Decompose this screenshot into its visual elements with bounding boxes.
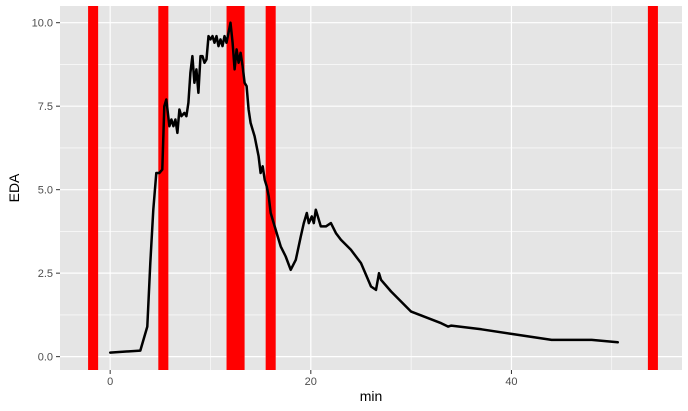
eda-series-line [108, 21, 620, 354]
x-axis-ticks: 0 20 40 [107, 370, 518, 388]
event-band-2 [158, 6, 169, 370]
y-axis-ticks: 0.0 2.5 5.0 7.5 10.0 [32, 18, 60, 364]
y-axis-title: EDA [6, 173, 22, 202]
y-tick-label: 2.5 [38, 268, 53, 280]
y-tick-label: 10.0 [32, 18, 53, 30]
x-tick-label: 40 [505, 376, 517, 388]
y-tick-label: 7.5 [38, 101, 53, 113]
y-tick-label: 0.0 [38, 352, 53, 364]
plot-panel [60, 6, 682, 370]
x-axis-title: min [360, 388, 383, 404]
event-band-4 [265, 6, 276, 370]
x-tick-label: 20 [305, 376, 317, 388]
event-band-5 [647, 6, 658, 370]
x-tick-label: 0 [107, 376, 113, 388]
event-band-3 [226, 6, 245, 370]
event-band-1 [88, 6, 99, 370]
event-bands [88, 6, 658, 370]
y-tick-label: 5.0 [38, 185, 53, 197]
